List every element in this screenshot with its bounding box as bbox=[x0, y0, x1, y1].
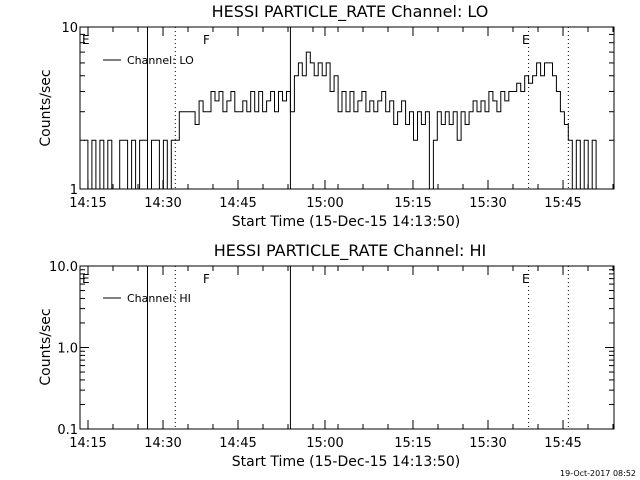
y-tick-label: 1 bbox=[70, 183, 78, 198]
y-tick-label: 1.0 bbox=[57, 342, 78, 357]
series-line bbox=[84, 51, 599, 190]
hi-channel-panel: HESSI PARTICLE_RATE Channel: HI 0.1 1.0 10… bbox=[38, 241, 615, 470]
lo-legend-label: Channel: LO bbox=[127, 54, 194, 67]
x-tick-label: 14:45 bbox=[219, 196, 256, 211]
x-tick-label: 15:45 bbox=[544, 436, 581, 451]
x-tick-label: 15:00 bbox=[306, 436, 343, 451]
hi-legend-label: Channel: HI bbox=[127, 292, 191, 305]
flag-label: F bbox=[203, 272, 210, 286]
flag-label: E bbox=[522, 33, 530, 47]
x-tick-label: 15:15 bbox=[394, 436, 431, 451]
x-tick-label: 15:45 bbox=[544, 196, 581, 211]
y-tick-label: 0.1 bbox=[57, 423, 78, 438]
x-tick-label: 14:45 bbox=[219, 436, 256, 451]
lo-x-axis-label: Start Time (15-Dec-15 14:13:50) bbox=[232, 214, 460, 230]
flag-label: E bbox=[82, 33, 90, 47]
hi-plot-frame bbox=[79, 265, 615, 430]
x-tick-label: 15:30 bbox=[469, 196, 506, 211]
flag-label: E bbox=[82, 272, 90, 286]
lo-legend: Channel: LO bbox=[103, 54, 194, 67]
lo-plot-frame bbox=[79, 26, 615, 190]
lo-y-axis-label: Counts/sec bbox=[38, 69, 54, 146]
hi-marker-lines bbox=[146, 266, 569, 429]
x-tick-label: 14:15 bbox=[69, 436, 106, 451]
flag-label: F bbox=[203, 33, 210, 47]
x-tick-label: 15:30 bbox=[469, 436, 506, 451]
lo-series-group bbox=[84, 51, 599, 190]
y-tick-label: 10 bbox=[61, 21, 78, 36]
y-tick-label: 10.0 bbox=[49, 260, 78, 275]
hi-y-ticks: 0.1 1.0 10.0 bbox=[49, 260, 614, 438]
x-tick-label: 14:30 bbox=[144, 196, 181, 211]
hi-chart-title: HESSI PARTICLE_RATE Channel: HI bbox=[214, 241, 487, 261]
hi-x-ticks: 14:15 14:30 14:45 15:00 15:15 15:30 15:45 bbox=[69, 266, 614, 451]
flag-label: E bbox=[522, 272, 530, 286]
hi-legend: Channel: HI bbox=[103, 292, 191, 305]
x-tick-label: 15:00 bbox=[306, 196, 343, 211]
lo-y-ticks: 1 10 bbox=[61, 21, 614, 198]
x-tick-label: 15:15 bbox=[394, 196, 431, 211]
hi-y-axis-label: Counts/sec bbox=[38, 308, 54, 385]
x-tick-label: 14:15 bbox=[69, 196, 106, 211]
lo-channel-panel: HESSI PARTICLE_RATE Channel: LO 1 10 14:1… bbox=[38, 2, 615, 230]
x-tick-label: 14:30 bbox=[144, 436, 181, 451]
lo-chart-title: HESSI PARTICLE_RATE Channel: LO bbox=[212, 2, 489, 22]
generation-timestamp: 19-Oct-2017 08:52 bbox=[560, 469, 636, 478]
hi-x-axis-label: Start Time (15-Dec-15 14:13:50) bbox=[232, 454, 460, 470]
